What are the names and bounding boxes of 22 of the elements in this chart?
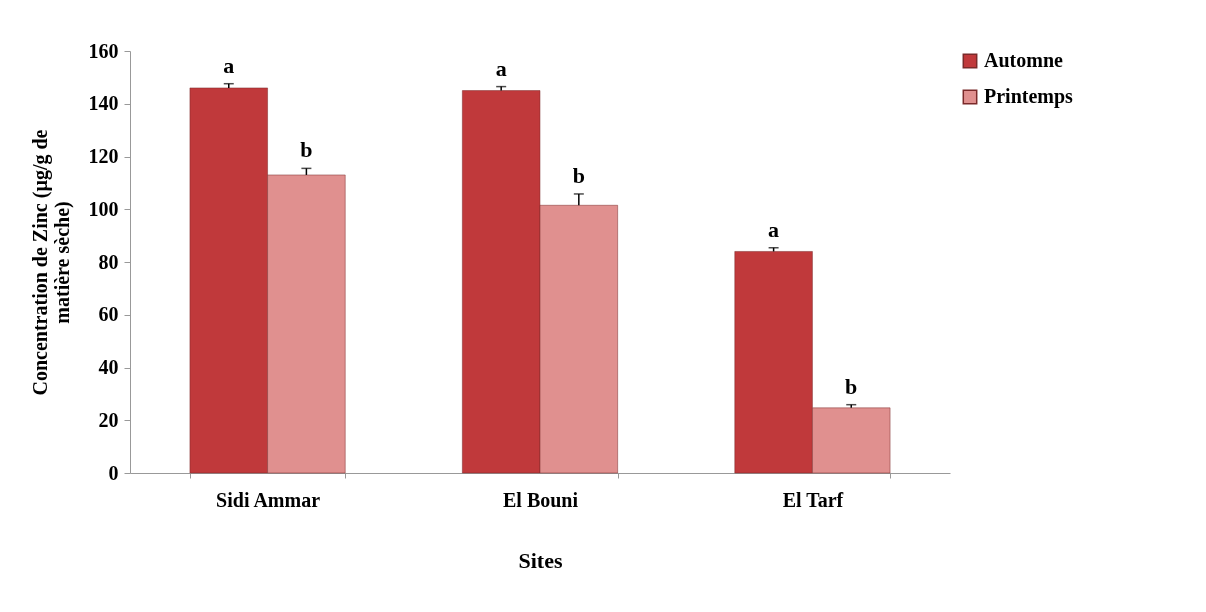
y-tick-label: 60 xyxy=(98,303,119,326)
annotation: a xyxy=(223,52,235,78)
legend-label: Automne xyxy=(984,49,1064,71)
y-tick-label: 20 xyxy=(98,408,119,431)
annotation: b xyxy=(572,162,585,188)
y-tick-label: 140 xyxy=(88,92,119,115)
x-tick-label: El Bouni xyxy=(502,488,579,511)
annotation: a xyxy=(495,55,507,81)
annotation: b xyxy=(845,373,858,399)
annotation: a xyxy=(768,216,780,242)
x-axis-title: Sites xyxy=(518,547,563,573)
x-tick-label: El Tarf xyxy=(782,488,844,511)
legend-label: Printemps xyxy=(984,85,1074,108)
y-tick-label: 100 xyxy=(88,197,119,220)
y-tick-label: 160 xyxy=(88,39,119,62)
y-tick-label: 80 xyxy=(98,250,119,273)
y-tick-label: 120 xyxy=(88,145,119,167)
annotation: b xyxy=(300,137,313,163)
x-tick-label: Sidi Ammar xyxy=(216,488,321,511)
y-tick-label: 40 xyxy=(98,356,119,378)
y-tick-label: 0 xyxy=(108,461,119,484)
y-axis-title: Concentration de Zinc (µg/g de matière sèche) xyxy=(28,129,74,396)
